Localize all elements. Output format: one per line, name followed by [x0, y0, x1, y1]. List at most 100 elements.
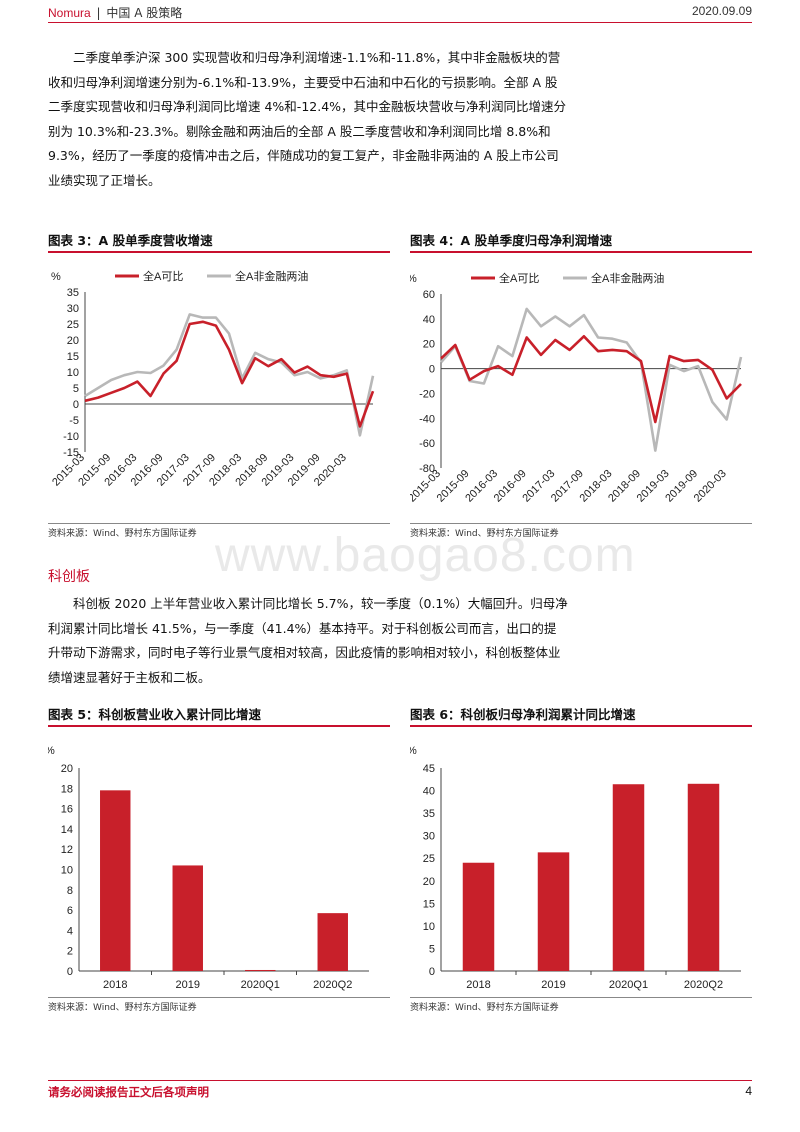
- fig3-unit-label: %: [51, 271, 61, 283]
- fig6-ytick-label: 5: [429, 943, 435, 955]
- fig5-category-label: 2018: [103, 979, 127, 991]
- fig3-series-line-0: [84, 320, 375, 428]
- page-header: Nomura | 中国 A 股策略 2020.09.09: [48, 4, 752, 22]
- figure-5-rule: [48, 725, 390, 727]
- section-heading-star-market: 科创板: [48, 569, 90, 585]
- fig5-unit-label: %: [48, 745, 55, 757]
- footer-rule: [48, 1080, 752, 1081]
- fig5-ytick-label: 2: [67, 946, 73, 958]
- figure-3-rule: [48, 251, 390, 253]
- fig3-ytick-label: 0: [73, 399, 79, 411]
- page-number: 4: [745, 1084, 752, 1098]
- fig5-bar-2020Q2: [317, 913, 348, 971]
- figure-5-source-rule: [48, 997, 390, 998]
- fig3-ytick-label: 30: [67, 303, 79, 315]
- fig6-ytick-label: 20: [423, 876, 435, 888]
- figure-6-source-rule: [410, 997, 752, 998]
- fig6-category-label: 2018: [466, 979, 490, 991]
- fig4-series-line-0: [440, 335, 742, 424]
- fig6-bar-2018: [462, 862, 495, 971]
- paragraph-star-market: 科创板 2020 上半年营业收入累计同比增长 5.7%，较一季度（0.1%）大幅…: [48, 596, 568, 685]
- fig6-ytick-label: 25: [423, 853, 435, 865]
- figure-3-source-rule: [48, 523, 390, 524]
- fig4-ytick-label: -80: [419, 463, 435, 475]
- fig5-category-label: 2019: [176, 979, 200, 991]
- fig4-legend-label-1: 全A非金融两油: [591, 271, 664, 285]
- fig4-ytick-label: -20: [419, 388, 435, 400]
- figure-5-title: 图表 5：科创板营业收入累计同比增速: [48, 707, 262, 722]
- figure-4-chart: %全A可比全A非金融两油-80-60-40-2002040602015-0320…: [410, 271, 743, 505]
- fig5-bar-2020Q1: [245, 969, 276, 971]
- figure-4-title: 图表 4：A 股单季度归母净利润增速: [410, 233, 613, 248]
- fig3-ytick-label: -15: [63, 447, 79, 459]
- figure-6-chart: % 0 5 10 15 20 25 30 35 40 45 2018 2019 2020Q1 2020Q2: [410, 745, 741, 991]
- fig6-ytick-label: 35: [423, 808, 435, 820]
- fig6-category-label: 2019: [541, 979, 565, 991]
- header-separator: |: [96, 6, 101, 20]
- fig3-ytick-label: -5: [69, 415, 79, 427]
- fig6-bar-2020Q1: [612, 784, 645, 971]
- fig3-series-line-1: [84, 313, 375, 437]
- figure-4-source: 资料来源：Wind、野村东方国际证券: [410, 529, 559, 539]
- figure-4-rule: [410, 251, 752, 253]
- paragraph-q2-results: 二季度单季沪深 300 实现营收和归母净利润增速-1.1%和-11.8%，其中非…: [48, 50, 567, 188]
- fig3-ytick-label: 20: [67, 335, 79, 347]
- fig5-bar-2019: [172, 865, 203, 971]
- header-date: 2020.09.09: [691, 4, 752, 18]
- fig4-ytick-label: 0: [429, 364, 435, 376]
- fig5-ytick-label: 20: [61, 763, 73, 775]
- fig5-ytick-label: 0: [67, 966, 73, 978]
- fig6-ytick-label: 15: [423, 898, 435, 910]
- fig6-ytick-label: 40: [423, 786, 435, 798]
- fig4-unit-label: %: [410, 273, 417, 285]
- fig6-category-label: 2020Q2: [684, 979, 723, 991]
- fig5-category-label: 2020Q1: [241, 979, 280, 991]
- fig6-ytick-label: 10: [423, 921, 435, 933]
- fig4-xtick-label: 2020-03: [692, 468, 729, 505]
- fig3-ytick-label: 10: [67, 367, 79, 379]
- fig4-series-line-1: [440, 307, 743, 452]
- fig3-ytick-label: 25: [67, 319, 79, 331]
- fig4-legend-label-0: 全A可比: [499, 271, 539, 285]
- fig5-ytick-label: 14: [61, 824, 73, 836]
- figure-5-source: 资料来源：Wind、野村东方国际证券: [48, 1003, 197, 1013]
- footer-disclaimer: 请务必阅读报告正文后各项声明: [48, 1085, 209, 1099]
- watermark: www.baogao8.com: [215, 529, 636, 582]
- fig5-bar-2018: [100, 790, 131, 971]
- fig5-ytick-label: 6: [67, 905, 73, 917]
- fig6-ytick-label: 45: [423, 763, 435, 775]
- fig3-ytick-label: 35: [67, 287, 79, 299]
- header-section: 中国 A 股策略: [106, 6, 183, 20]
- fig6-unit-label: %: [410, 745, 417, 757]
- fig6-ytick-label: 30: [423, 831, 435, 843]
- fig3-legend-label-1: 全A非金融两油: [235, 269, 308, 283]
- fig3-ytick-label: 15: [67, 351, 79, 363]
- brand-name: Nomura: [48, 6, 91, 20]
- fig4-ytick-label: -60: [419, 438, 435, 450]
- figure-3-source: 资料来源：Wind、野村东方国际证券: [48, 529, 197, 539]
- fig6-bar-2020Q2: [687, 783, 720, 971]
- figure-6-rule: [410, 725, 752, 727]
- fig4-ytick-label: 40: [423, 314, 435, 326]
- fig5-ytick-label: 18: [61, 783, 73, 795]
- figure-5-chart: % 0 2 4 6 8 10 12 14 16 18 20 2018 2019 2020Q1 2020Q2: [48, 745, 369, 991]
- fig6-bar-2019: [537, 852, 570, 971]
- fig6-category-label: 2020Q1: [609, 979, 648, 991]
- fig3-ytick-label: 5: [73, 383, 79, 395]
- fig3-ytick-label: -10: [63, 431, 79, 443]
- fig5-ytick-label: 4: [67, 925, 73, 937]
- fig4-ytick-label: 60: [423, 289, 435, 301]
- header-rule: [48, 22, 752, 23]
- figure-6-source: 资料来源：Wind、野村东方国际证券: [410, 1003, 559, 1013]
- fig4-ytick-label: -40: [419, 413, 435, 425]
- fig3-legend-label-0: 全A可比: [143, 269, 183, 283]
- figure-4-source-rule: [410, 523, 752, 524]
- fig5-ytick-label: 10: [61, 865, 73, 877]
- figure-6-title: 图表 6：科创板归母净利润累计同比增速: [410, 707, 636, 722]
- fig4-ytick-label: 20: [423, 339, 435, 351]
- fig5-ytick-label: 8: [67, 885, 73, 897]
- figure-3-title: 图表 3：A 股单季度营收增速: [48, 233, 213, 248]
- figure-3-chart: % 全A可比 全A非金融两油-15-10-5051015202530352015-0…: [50, 269, 375, 489]
- fig6-ytick-label: 0: [429, 966, 435, 978]
- fig5-category-label: 2020Q2: [313, 979, 352, 991]
